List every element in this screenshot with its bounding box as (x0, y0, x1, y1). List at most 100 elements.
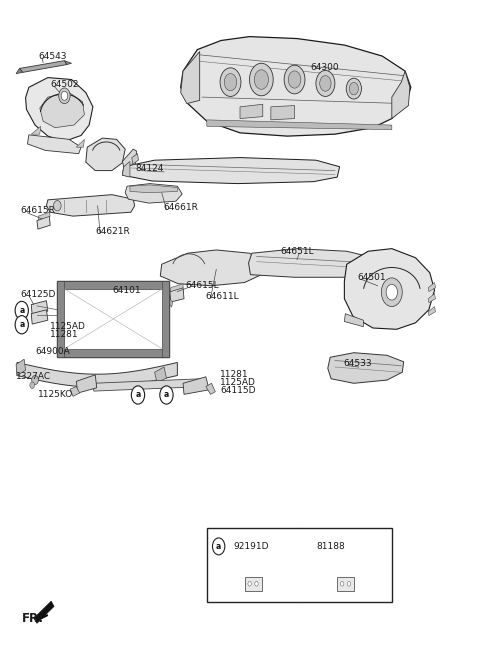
Text: 64300: 64300 (310, 64, 339, 72)
Text: 1125AD: 1125AD (220, 378, 256, 387)
Text: 92191D: 92191D (233, 542, 268, 551)
Circle shape (59, 88, 70, 104)
Text: a: a (216, 542, 221, 551)
Polygon shape (344, 249, 434, 329)
Polygon shape (328, 353, 404, 383)
Circle shape (347, 581, 351, 586)
Polygon shape (25, 77, 93, 141)
Polygon shape (37, 216, 50, 229)
Text: 64501: 64501 (358, 273, 386, 282)
Text: 64661R: 64661R (163, 203, 198, 212)
Text: a: a (19, 306, 24, 315)
Polygon shape (57, 349, 169, 358)
Polygon shape (86, 138, 125, 171)
Circle shape (15, 316, 28, 334)
Circle shape (160, 386, 173, 404)
Polygon shape (122, 149, 137, 172)
Polygon shape (206, 383, 216, 394)
Text: 64502: 64502 (50, 79, 79, 89)
Text: 64611L: 64611L (206, 293, 240, 301)
Circle shape (224, 73, 237, 91)
Polygon shape (27, 135, 81, 154)
Text: a: a (19, 320, 24, 329)
Polygon shape (180, 52, 200, 104)
Polygon shape (244, 577, 262, 591)
Text: 64115D: 64115D (220, 386, 255, 395)
Polygon shape (337, 577, 354, 591)
Circle shape (340, 581, 344, 586)
Text: 64543: 64543 (38, 52, 67, 60)
Polygon shape (160, 250, 264, 286)
Polygon shape (240, 104, 263, 119)
Circle shape (386, 285, 397, 300)
Polygon shape (207, 120, 392, 130)
Text: 1125AD: 1125AD (50, 322, 86, 331)
Text: a: a (135, 390, 141, 400)
Circle shape (213, 538, 225, 555)
Circle shape (316, 70, 335, 96)
Polygon shape (47, 195, 135, 216)
Polygon shape (40, 92, 84, 128)
Circle shape (248, 581, 252, 586)
Circle shape (250, 63, 273, 96)
Polygon shape (132, 154, 138, 164)
Polygon shape (125, 184, 182, 203)
Polygon shape (249, 249, 377, 277)
Polygon shape (16, 68, 23, 73)
Polygon shape (183, 377, 209, 394)
Polygon shape (57, 281, 169, 289)
Circle shape (132, 386, 144, 404)
Circle shape (30, 382, 35, 388)
Polygon shape (19, 60, 67, 72)
Circle shape (346, 78, 361, 99)
Polygon shape (31, 310, 48, 324)
Circle shape (255, 581, 258, 586)
Polygon shape (76, 375, 96, 393)
Circle shape (32, 375, 38, 384)
Text: 64651L: 64651L (280, 247, 314, 256)
Text: 1327AC: 1327AC (16, 373, 51, 381)
Circle shape (288, 71, 301, 88)
Text: a: a (164, 390, 169, 400)
Polygon shape (180, 37, 411, 136)
Text: 64615L: 64615L (185, 281, 219, 290)
Text: 1125KO: 1125KO (38, 390, 73, 399)
Text: 64125D: 64125D (21, 290, 56, 298)
Polygon shape (31, 127, 41, 134)
Text: 64101: 64101 (112, 286, 141, 295)
Circle shape (254, 70, 268, 89)
Polygon shape (93, 379, 204, 391)
Circle shape (61, 91, 68, 100)
Polygon shape (76, 139, 84, 147)
Polygon shape (17, 363, 178, 387)
Polygon shape (155, 367, 167, 382)
Text: 64615R: 64615R (21, 207, 56, 215)
Circle shape (382, 278, 402, 306)
Polygon shape (162, 281, 169, 358)
Circle shape (220, 68, 241, 96)
Text: 84124: 84124 (136, 164, 164, 173)
Polygon shape (34, 601, 54, 623)
Polygon shape (64, 60, 72, 64)
Polygon shape (70, 386, 80, 396)
Polygon shape (31, 300, 48, 315)
Text: 64533: 64533 (343, 359, 372, 368)
Polygon shape (170, 288, 184, 302)
Text: 11281: 11281 (50, 330, 79, 339)
Polygon shape (130, 185, 178, 193)
Polygon shape (57, 281, 64, 358)
Text: 64900A: 64900A (35, 347, 70, 356)
Polygon shape (38, 213, 50, 220)
Circle shape (320, 75, 331, 91)
Polygon shape (169, 298, 173, 307)
Polygon shape (428, 306, 435, 316)
Polygon shape (171, 284, 183, 291)
Text: 81188: 81188 (316, 542, 345, 551)
Circle shape (15, 301, 28, 319)
Polygon shape (344, 314, 363, 327)
FancyBboxPatch shape (207, 527, 392, 602)
Text: 64621R: 64621R (96, 227, 130, 236)
Polygon shape (122, 161, 130, 177)
Polygon shape (392, 71, 410, 119)
Circle shape (349, 83, 359, 95)
